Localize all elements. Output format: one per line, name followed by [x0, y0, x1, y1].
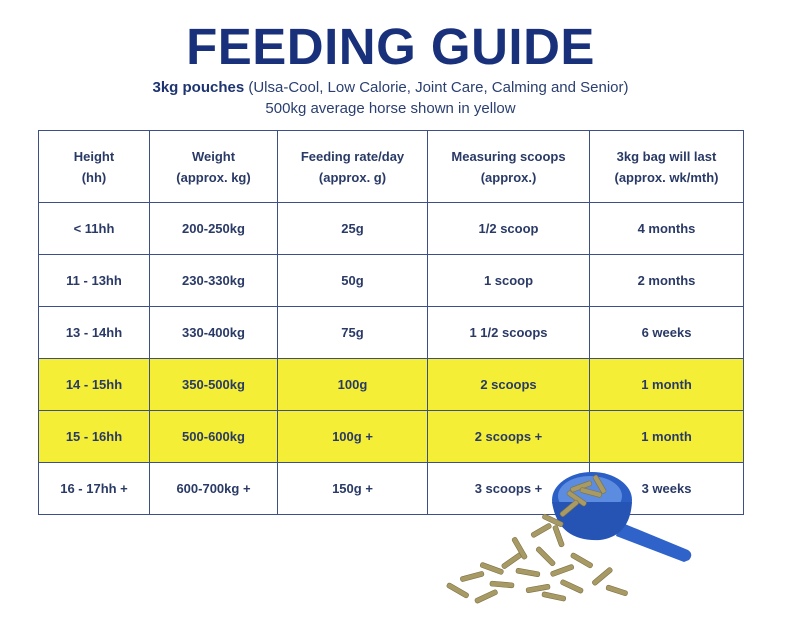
feeding-rate-cell: 150g + [277, 462, 428, 515]
weight-cell: 230-330kg [149, 254, 278, 307]
header-feeding-rate-unit: (approx. g) [318, 169, 387, 185]
scoops-cell: 1 1/2 scoops [427, 306, 590, 359]
feeding-guide-table: Height (hh) Weight (approx. kg) Feeding ra… [38, 130, 744, 515]
bag-duration-cell: 3 weeks [589, 462, 744, 515]
scoops-cell: 2 scoops [427, 358, 590, 411]
header-weight-label: Weight [191, 148, 236, 164]
height-cell: 14 - 15hh [38, 358, 150, 411]
bag-duration-cell: 6 weeks [589, 306, 744, 359]
page-title: FEEDING GUIDE [186, 18, 595, 75]
table-header-row: Height (hh) Weight (approx. kg) Feeding ra… [38, 130, 744, 203]
header-scoops-label: Measuring scoops [451, 148, 566, 164]
bag-duration-cell: 1 month [589, 410, 744, 463]
pouch-size-label: 3kg pouches [152, 79, 245, 96]
weight-cell: 200-250kg [149, 202, 278, 255]
bag-duration-cell: 2 months [589, 254, 744, 307]
header-weight-unit: (approx. kg) [176, 169, 251, 185]
average-horse-note: 500kg average horse shown in yellow [265, 100, 516, 117]
weight-cell: 350-500kg [149, 358, 278, 411]
weight-cell: 330-400kg [149, 306, 278, 359]
product-list-label: (Ulsa-Cool, Low Calorie, Joint Care, Cal… [244, 79, 629, 96]
header-scoops-unit: (approx.) [480, 169, 537, 185]
table-row: 11 - 13hh 230-330kg 50g 1 scoop 2 months [38, 254, 744, 307]
height-cell: 16 - 17hh + [38, 462, 150, 515]
table-row: 16 - 17hh + 600-700kg + 150g + 3 scoops … [38, 462, 744, 515]
header-feeding-rate-label: Feeding rate/day [300, 148, 405, 164]
height-cell: 13 - 14hh [38, 306, 150, 359]
feeding-rate-cell: 75g [277, 306, 428, 359]
product-subtitle: 3kg pouches (Ulsa-Cool, Low Calorie, Joi… [0, 78, 781, 98]
header-height-label: Height [73, 148, 115, 164]
scoops-cell: 1 scoop [427, 254, 590, 307]
feeding-rate-cell: 25g [277, 202, 428, 255]
scoops-cell: 3 scoops + [427, 462, 590, 515]
table-row-highlighted: 15 - 16hh 500-600kg 100g + 2 scoops + 1 … [38, 410, 744, 463]
height-cell: 15 - 16hh [38, 410, 150, 463]
header-height: Height (hh) [38, 130, 150, 203]
header-scoops: Measuring scoops (approx.) [427, 130, 590, 203]
header-height-unit: (hh) [81, 169, 107, 185]
header-bag-duration-label: 3kg bag will last [616, 148, 717, 164]
header-bag-duration: 3kg bag will last (approx. wk/mth) [589, 130, 744, 203]
height-cell: 11 - 13hh [38, 254, 150, 307]
bag-duration-cell: 4 months [589, 202, 744, 255]
height-cell: < 11hh [38, 202, 150, 255]
feeding-rate-cell: 50g [277, 254, 428, 307]
table-row: 13 - 14hh 330-400kg 75g 1 1/2 scoops 6 w… [38, 306, 744, 359]
header-bag-duration-unit: (approx. wk/mth) [614, 169, 719, 185]
table-row-highlighted: 14 - 15hh 350-500kg 100g 2 scoops 1 mont… [38, 358, 744, 411]
feeding-rate-cell: 100g + [277, 410, 428, 463]
header-feeding-rate: Feeding rate/day (approx. g) [277, 130, 428, 203]
weight-cell: 500-600kg [149, 410, 278, 463]
bag-duration-cell: 1 month [589, 358, 744, 411]
weight-cell: 600-700kg + [149, 462, 278, 515]
table-row: < 11hh 200-250kg 25g 1/2 scoop 4 months [38, 202, 744, 255]
feeding-rate-cell: 100g [277, 358, 428, 411]
scoops-cell: 2 scoops + [427, 410, 590, 463]
header-weight: Weight (approx. kg) [149, 130, 278, 203]
scoops-cell: 1/2 scoop [427, 202, 590, 255]
